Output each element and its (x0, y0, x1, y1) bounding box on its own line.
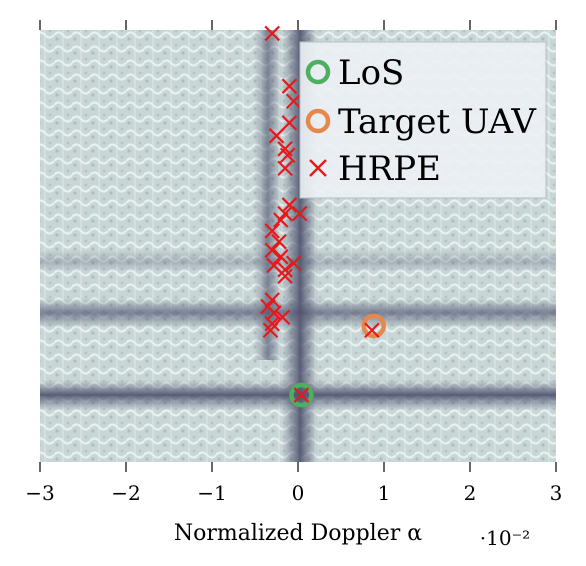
legend-target-label: Target UAV (338, 102, 537, 142)
hrpe-marker (293, 387, 310, 403)
legend: LoS Target UAV HRPE (299, 41, 547, 199)
legend-hrpe-marker (309, 159, 327, 177)
hrpe-marker (281, 115, 298, 131)
hrpe-marker (264, 25, 280, 42)
x-tick-label: −3 (25, 481, 54, 505)
hrpe-marker (291, 205, 308, 222)
x-axis-scale: ·10⁻² (480, 526, 530, 550)
x-tick-label: −2 (111, 481, 140, 505)
target-delay-ridge (40, 298, 556, 328)
hrpe-marker (274, 309, 291, 326)
hrpe-marker (264, 242, 280, 259)
hrpe-marker (271, 233, 287, 250)
legend-los-label: LoS (338, 53, 404, 93)
x-tick-label: −1 (197, 481, 226, 505)
legend-los-marker (305, 59, 331, 85)
hrpe-marker (277, 268, 293, 285)
hrpe-marker (277, 160, 293, 177)
hrpe-marker (279, 147, 296, 164)
hrpe-marker (273, 249, 289, 265)
legend-box (299, 41, 547, 199)
x-axis: −3 −2 −1 0 1 2 3 (25, 20, 562, 505)
hrpe-marker (281, 197, 298, 213)
los-marker (289, 382, 314, 408)
hrpe-marker (277, 261, 293, 278)
x-tick-label: 0 (292, 481, 305, 505)
hrpe-marker (273, 212, 289, 228)
legend-target-marker (305, 108, 331, 134)
hrpe-marker (285, 93, 302, 110)
hrpe-marker (285, 255, 302, 272)
target-uav-marker (361, 313, 386, 339)
x-tick-label: 2 (464, 481, 477, 505)
x-tick-label: 1 (378, 481, 391, 505)
hrpe-marker (268, 128, 285, 144)
x-tick-label: 3 (550, 481, 563, 505)
legend-hrpe-label: HRPE (338, 149, 441, 189)
hrpe-marker (262, 322, 279, 339)
hrpe-marker (281, 78, 298, 94)
hrpe-marker (264, 223, 280, 239)
secondary-ridge (40, 250, 556, 272)
x-axis-label: Normalized Doppler α (174, 521, 422, 546)
hrpe-marker (364, 322, 380, 339)
